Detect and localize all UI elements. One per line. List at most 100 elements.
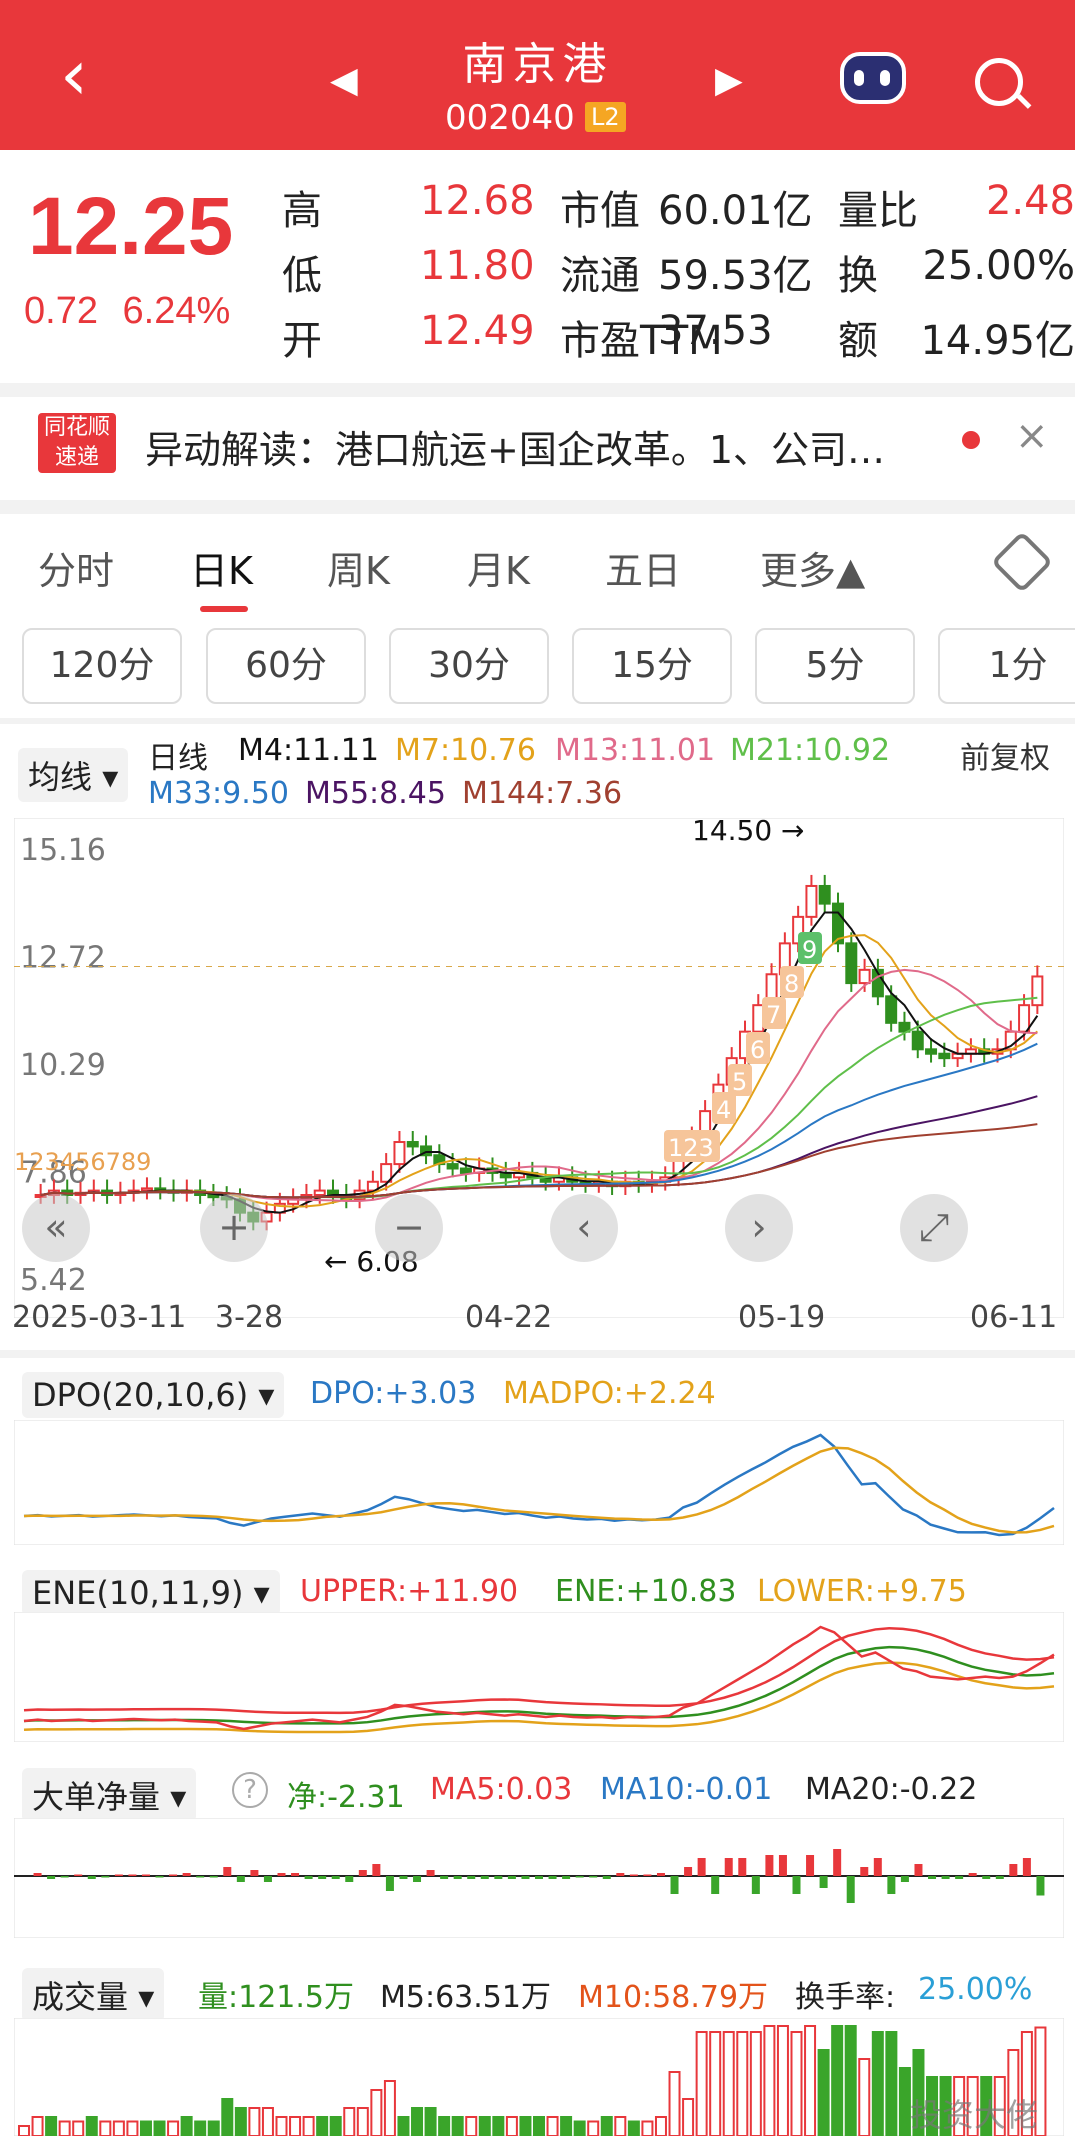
candle-body xyxy=(752,1004,765,1033)
net-bar xyxy=(616,1873,625,1876)
volume-bar xyxy=(858,2058,871,2136)
volume-selector[interactable]: 成交量 ▾ xyxy=(22,1968,165,2022)
help-icon[interactable]: ? xyxy=(232,1772,268,1808)
price-adjust-toggle[interactable]: 前复权 xyxy=(960,741,1050,776)
nine-turn-badge xyxy=(746,1032,770,1064)
candle-body xyxy=(911,1030,924,1051)
next-stock-icon[interactable]: ▶ xyxy=(715,60,743,101)
svg-text:‹: ‹ xyxy=(576,1205,591,1249)
quote-value: 59.53亿 xyxy=(658,253,813,299)
ma33-value: M33:9.50 xyxy=(148,776,289,811)
date-label-5: 06-11 xyxy=(970,1300,1058,1335)
interval-120min[interactable]: 120分 xyxy=(22,628,182,704)
volume-bar xyxy=(993,2076,1006,2136)
ene-selector[interactable]: ENE(10,11,9) ▾ xyxy=(22,1570,280,1616)
net-bar xyxy=(304,1876,313,1879)
candle-body xyxy=(459,1167,472,1174)
candle-body xyxy=(207,1194,220,1199)
volume-bar xyxy=(804,2025,817,2136)
net-bar xyxy=(47,1876,56,1879)
volume-bar xyxy=(45,2116,58,2136)
net-bar xyxy=(74,1874,83,1876)
volume-bar xyxy=(153,2120,166,2136)
zoom-in-icon[interactable]: + xyxy=(200,1194,268,1262)
interval-1min[interactable]: 1分 xyxy=(938,628,1075,704)
interval-5min[interactable]: 5分 xyxy=(755,628,915,704)
ma144-value: M144:7.36 xyxy=(462,776,623,811)
net-bar xyxy=(87,1876,96,1879)
zoom-out-fast-icon[interactable]: « xyxy=(22,1194,90,1262)
fullscreen-icon[interactable]: ⤢ xyxy=(900,1194,968,1262)
volume-bar xyxy=(18,2125,30,2136)
net-bar xyxy=(914,1864,923,1876)
volume-bar xyxy=(478,2116,491,2136)
tab-weekly-k[interactable]: 周K xyxy=(327,549,390,593)
close-icon[interactable]: × xyxy=(1015,413,1049,459)
svg-text:⤢: ⤢ xyxy=(919,1205,949,1249)
interval-60min[interactable]: 60分 xyxy=(206,628,366,704)
header-bar: ‹ ◀ 南京港 002040 L2 ▶ xyxy=(0,0,1075,150)
net-bar xyxy=(589,1876,598,1878)
volume-bar xyxy=(505,2116,518,2136)
bigorder-chart xyxy=(14,1818,1064,1938)
volume-bar xyxy=(234,2107,247,2136)
net-bar xyxy=(656,1873,665,1876)
net-bar xyxy=(453,1876,462,1879)
net-bar xyxy=(250,1870,259,1876)
bigorder-ma20: MA20:-0.22 xyxy=(805,1772,978,1807)
volume-bar xyxy=(722,2031,735,2136)
net-bar xyxy=(331,1876,340,1879)
watermark: 投资大佬 xyxy=(910,2096,1039,2134)
tab-monthly-k[interactable]: 月K xyxy=(467,549,530,593)
candle-body xyxy=(818,884,831,905)
quote-label: 流通 xyxy=(560,253,640,299)
bigorder-selector-label: 大单净量 xyxy=(32,1778,161,1816)
quote-label: 开 xyxy=(282,318,322,364)
quote-value: 37.53 xyxy=(658,308,773,354)
announcement-bar[interactable]: 同花顺 速递 异动解读：港口航运+国企改革。1、公司… × xyxy=(0,395,1075,495)
scroll-right-icon[interactable]: › xyxy=(725,1194,793,1262)
tab-five-day[interactable]: 五日 xyxy=(605,549,682,593)
volume-bar xyxy=(939,2076,952,2136)
interval-30min[interactable]: 30分 xyxy=(389,628,549,704)
nine-turn-label: 7 xyxy=(766,1001,781,1029)
robot-assistant-icon[interactable] xyxy=(840,52,906,104)
tab-more[interactable]: 更多▲ xyxy=(760,549,866,593)
tab-intraday[interactable]: 分时 xyxy=(38,549,115,593)
ma-selector[interactable]: 均线 ▾ xyxy=(18,748,129,802)
quote-value: 25.00% xyxy=(922,243,1075,289)
zoom-out-icon[interactable]: − xyxy=(375,1194,443,1262)
net-bar xyxy=(1009,1864,1018,1876)
y-tick-label: 10.29 xyxy=(20,1048,106,1083)
volume-bar xyxy=(180,2116,193,2136)
nine-turn-badge xyxy=(728,1064,752,1096)
volume-bar xyxy=(736,2031,749,2136)
net-bar xyxy=(196,1876,205,1878)
date-label-3: 04-22 xyxy=(465,1300,553,1335)
search-icon[interactable] xyxy=(975,58,1023,106)
candle-body xyxy=(1018,1004,1031,1033)
volume-bar xyxy=(926,2076,939,2136)
net-bar xyxy=(860,1867,869,1876)
stock-name: 南京港 xyxy=(462,39,613,90)
back-icon[interactable]: ‹ xyxy=(60,34,88,116)
quote-label: 换 xyxy=(838,253,878,299)
volume-bar xyxy=(600,2116,613,2136)
candle-body xyxy=(898,1021,911,1033)
volume-bar xyxy=(194,2120,207,2136)
volume-bar xyxy=(627,2120,640,2136)
volume-chart xyxy=(14,2018,1064,2136)
stock-code: 002040 xyxy=(445,98,575,138)
net-bar xyxy=(467,1876,476,1879)
dpo-selector[interactable]: DPO(20,10,6) ▾ xyxy=(22,1372,285,1418)
ene-chart xyxy=(14,1612,1064,1742)
scroll-left-icon[interactable]: ‹ xyxy=(550,1194,618,1262)
prev-stock-icon[interactable]: ◀ xyxy=(330,60,358,101)
volume-bar xyxy=(139,2120,152,2136)
bigorder-selector[interactable]: 大单净量 ▾ xyxy=(22,1768,197,1822)
tab-daily-k[interactable]: 日K xyxy=(190,540,253,612)
volume-bar xyxy=(397,2116,410,2136)
volume-bar xyxy=(519,2116,532,2136)
interval-15min[interactable]: 15分 xyxy=(572,628,732,704)
